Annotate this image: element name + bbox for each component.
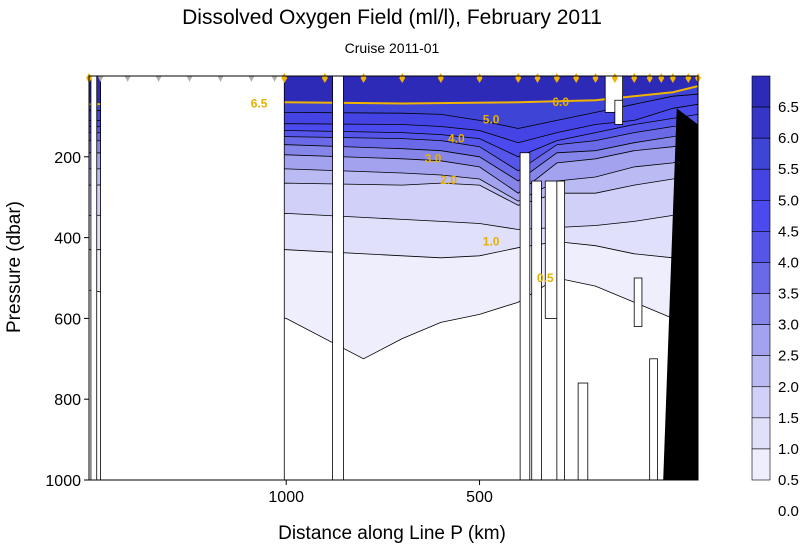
contour-line-3 (89, 142, 698, 194)
contour-label: 6.5 (251, 96, 268, 110)
colorbar-legend: 6.5 6.0 5.5 5.0 4.5 4.0 3.5 3.0 2.5 2.0 1.5 1.0 0.5 0… (751, 75, 799, 520)
colorbar-swatch (751, 293, 771, 325)
y-tick-label: 800 (54, 392, 81, 409)
station-marker-gray (124, 76, 131, 82)
colorbar-label: 1.0 (778, 441, 799, 458)
contour-label: 3.0 (425, 151, 442, 165)
chart-subtitle: Cruise 2011-01 (345, 40, 440, 56)
contour-line-1 (89, 241, 698, 263)
colorbar-label: 6.5 (778, 99, 799, 116)
station-marker-gray (186, 76, 193, 82)
contour-label: 0.5 (537, 271, 554, 285)
contour-fills: 6.5 6.0 5.0 4.0 3.0 2.0 1.0 0.5 (89, 76, 698, 480)
no-data-mask-9 (633, 277, 643, 327)
contour-label: 1.0 (483, 235, 500, 249)
x-tick-label: 500 (466, 489, 493, 506)
colorbar-label: 4.0 (778, 254, 799, 271)
colorbar-label: 5.5 (778, 161, 799, 178)
contour-label: 4.0 (448, 132, 465, 146)
colorbar-label: 1.5 (778, 410, 799, 427)
contour-line-2 (89, 172, 698, 206)
plot-frame (88, 75, 699, 481)
no-data-mask-1 (100, 76, 285, 480)
y-tick-label: 1000 (45, 473, 81, 490)
contour-label: 2.0 (440, 173, 457, 187)
colorbar-label: 0.0 (778, 503, 799, 520)
colorbar-label: 6.0 (778, 130, 799, 147)
no-data-mask-8 (614, 99, 623, 125)
y-tick-label: 600 (54, 311, 81, 328)
colorbar-swatch (751, 231, 771, 263)
colorbar-label: 0.5 (778, 472, 799, 489)
colorbar-label: 2.0 (778, 379, 799, 396)
colorbar-swatch (751, 417, 771, 450)
x-tick-label: 1000 (268, 489, 304, 506)
no-data-mask-0 (90, 76, 98, 480)
axes: 200 400 600 800 1000 1000 500 (45, 73, 701, 506)
y-tick-label: 200 (54, 150, 81, 167)
station-marker-gray (155, 76, 162, 82)
colorbar-swatch (751, 262, 771, 294)
contour-label: 6.0 (552, 95, 569, 109)
no-data-mask-5 (544, 180, 558, 319)
contour-line-6.5 (89, 85, 698, 106)
contour-line-4.5 (89, 114, 698, 158)
station-marker-gray (271, 76, 278, 82)
y-tick-label: 400 (54, 231, 81, 248)
no-data-mask-10 (649, 358, 658, 480)
plot-area: 6.5 6.0 5.0 4.0 3.0 2.0 1.0 0.5 (89, 76, 698, 480)
colorbar-label: 3.0 (778, 317, 799, 334)
contour-line-5.5 (89, 93, 698, 129)
contour-label: 5.0 (483, 113, 500, 127)
colorbar-label: 3.5 (778, 286, 799, 303)
station-marker-gray (217, 76, 224, 82)
colorbar-label: 4.5 (778, 223, 799, 240)
station-marker-gray (248, 76, 255, 82)
y-axis-label: Pressure (dbar) (4, 201, 25, 333)
contour-line-2.5 (89, 156, 698, 202)
contour-line-4 (89, 124, 698, 172)
contour-line-1.5 (89, 208, 698, 230)
no-data-mask-11 (577, 382, 589, 480)
colorbar-swatch (751, 355, 771, 388)
colorbar-swatch (751, 75, 771, 108)
x-axis-label: Distance along Line P (km) (278, 523, 506, 544)
contour-line-3.5 (89, 132, 698, 182)
no-data-mask-2 (332, 76, 344, 480)
colorbar-swatch (751, 137, 771, 170)
colorbar-swatch (751, 448, 771, 481)
no-data-mask-4 (531, 180, 542, 480)
bathymetry-shape (663, 108, 698, 480)
colorbar-swatch (751, 386, 771, 419)
colorbar-swatch (751, 324, 771, 356)
colorbar-swatch (751, 106, 771, 139)
colorbar-swatch (751, 168, 771, 201)
station-marker-gray (97, 76, 104, 82)
chart-title: Dissolved Oxygen Field (ml/l), February … (182, 6, 602, 29)
contour-line-5 (89, 103, 698, 144)
colorbar-label: 2.5 (778, 348, 799, 365)
no-data-mask-6 (556, 180, 565, 480)
colorbar-swatch (751, 200, 771, 232)
no-data-mask-3 (519, 152, 531, 480)
colorbar-label: 5.0 (778, 192, 799, 209)
